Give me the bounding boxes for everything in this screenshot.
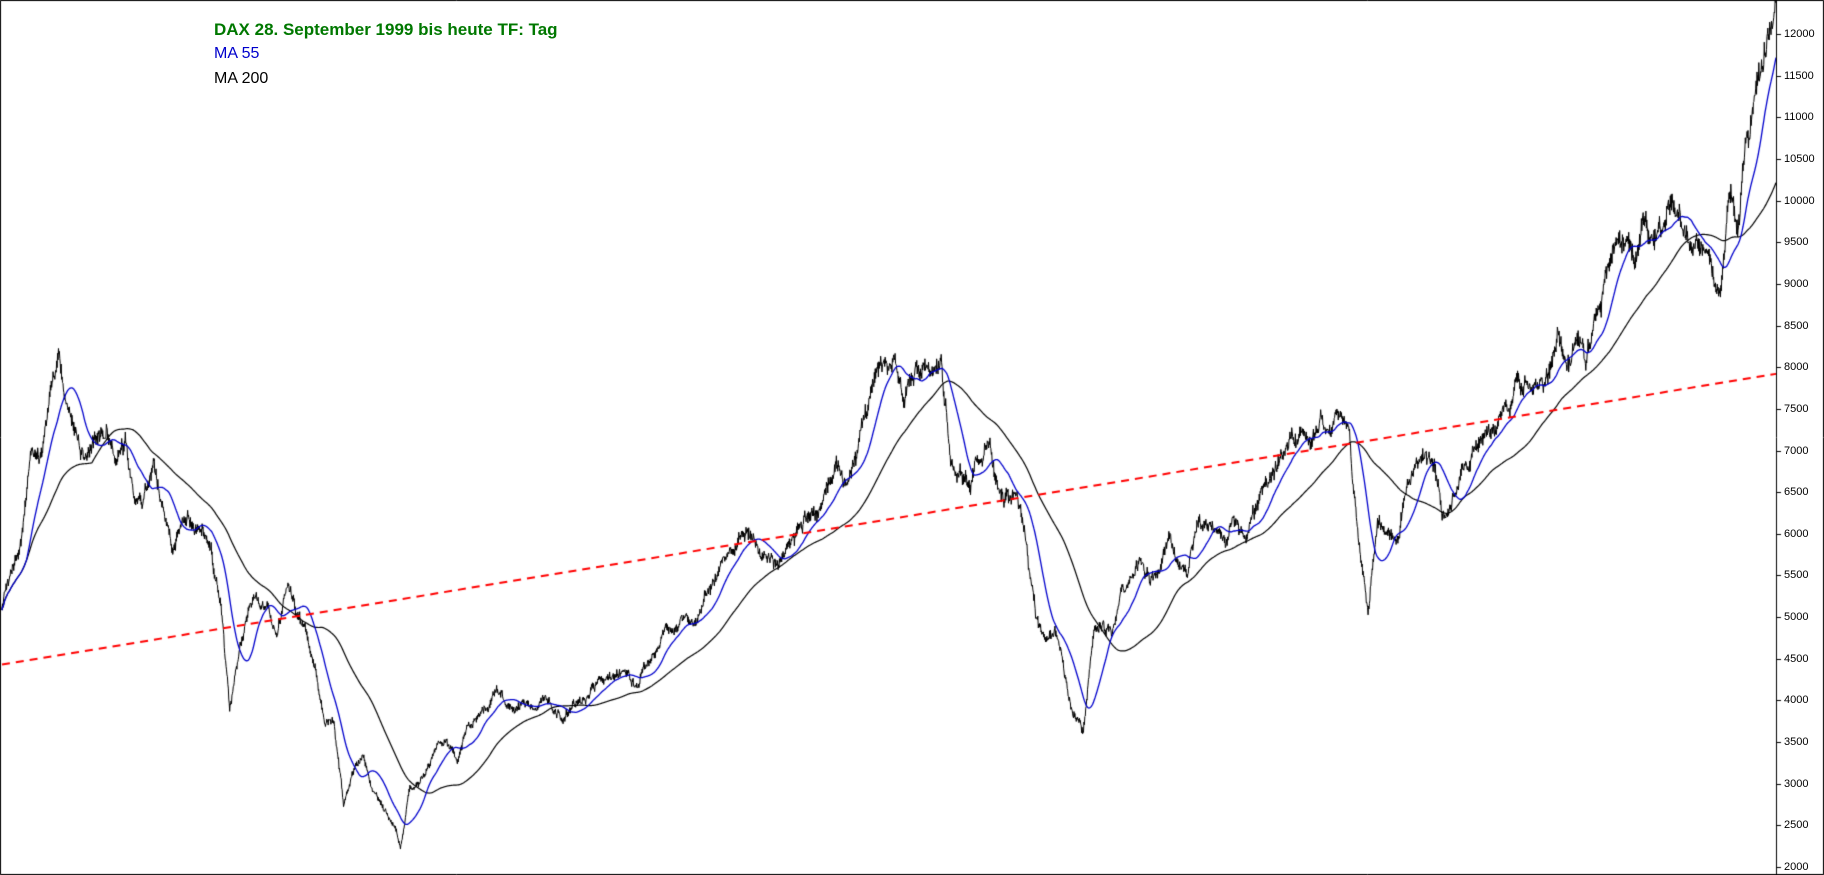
y-axis-tick-label: 2000: [1784, 861, 1809, 873]
y-axis-tick-label: 4500: [1784, 653, 1809, 665]
y-axis-tick-label: 5000: [1784, 611, 1809, 623]
y-axis-tick-label: 6000: [1784, 528, 1809, 540]
y-axis-tick-label: 4000: [1784, 694, 1809, 706]
y-axis-tick-label: 6500: [1784, 486, 1809, 498]
legend-ma200-label: MA 200: [214, 70, 269, 87]
chart-title: DAX 28. September 1999 bis heute TF: Tag: [214, 20, 558, 39]
y-axis-tick-label: 9000: [1784, 278, 1809, 290]
y-axis-tick-label: 2500: [1784, 819, 1809, 831]
y-axis-tick-label: 11500: [1784, 70, 1814, 82]
legend-ma55-label: MA 55: [214, 45, 260, 62]
y-axis-tick-label: 10000: [1784, 195, 1815, 207]
y-axis-tick-label: 7000: [1784, 445, 1809, 457]
y-axis-tick-label: 10500: [1784, 153, 1815, 165]
y-axis-tick-label: 5500: [1784, 569, 1809, 581]
y-axis-labels: 2000 2500 3000 3500 4000 4500 5000 5500 6000 6500…: [1784, 0, 1824, 875]
y-axis-tick-label: 8000: [1784, 361, 1809, 373]
y-axis-tick-label: 3000: [1784, 778, 1809, 790]
y-axis-tick-label: 11000: [1784, 111, 1814, 123]
y-axis-tick-label: 8500: [1784, 320, 1809, 332]
y-axis-tick-label: 7500: [1784, 403, 1809, 415]
y-axis-tick-label: 12000: [1784, 28, 1815, 40]
y-axis-tick-label: 3500: [1784, 736, 1809, 748]
y-axis-tick-label: 9500: [1784, 236, 1809, 248]
